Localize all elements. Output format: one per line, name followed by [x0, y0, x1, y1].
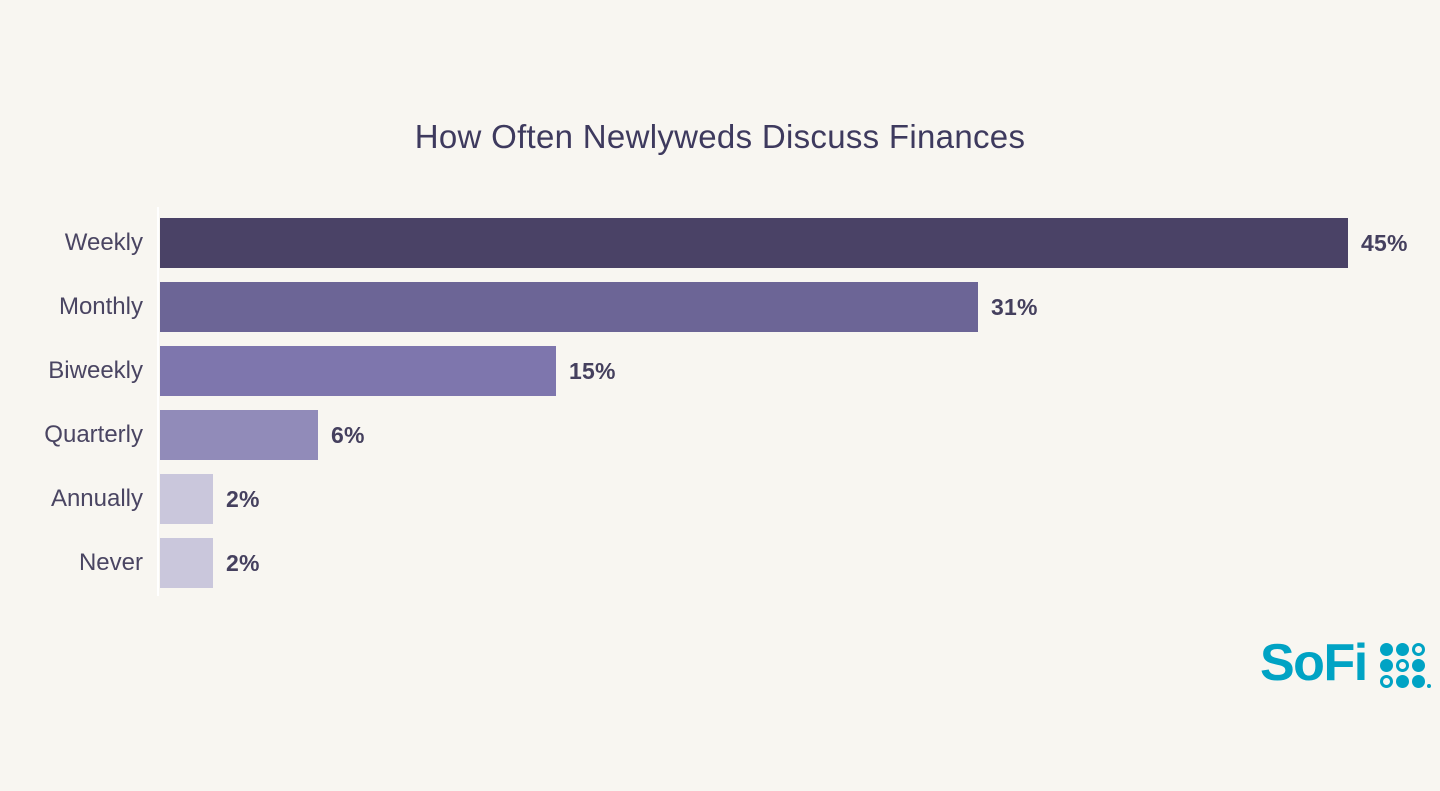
value-label-quarterly: 6%	[331, 421, 365, 448]
bar-row: Quarterly 6%	[0, 410, 1408, 460]
bar-quarterly	[160, 410, 318, 460]
bar-row: Biweekly 15%	[0, 346, 1408, 396]
sofi-logo: SoFi	[1260, 634, 1431, 692]
value-label-never: 2%	[226, 549, 260, 576]
bar-row: Weekly 45%	[0, 218, 1408, 268]
category-label-never: Never	[78, 549, 143, 576]
sofi-dot-filled	[1411, 674, 1425, 688]
sofi-dot-filled	[1395, 674, 1409, 688]
bar-row: Monthly 31%	[0, 282, 1408, 332]
sofi-dot-outlined	[1379, 674, 1393, 688]
category-label-monthly: Monthly	[58, 293, 143, 320]
category-label-annually: Annually	[50, 485, 143, 512]
category-label-quarterly: Quarterly	[44, 421, 143, 448]
value-label-annually: 2%	[226, 485, 260, 512]
bar-row: Never 2%	[0, 538, 1408, 588]
bar-chart: Weekly 45% Monthly 31% Biweekly 15% Quarterly 6…	[0, 218, 1408, 602]
bar-biweekly	[160, 346, 556, 396]
bar-annually	[160, 474, 213, 524]
sofi-dot-filled	[1379, 658, 1393, 672]
bar-weekly	[160, 218, 1348, 268]
sofi-dot-outlined	[1395, 658, 1409, 672]
value-label-weekly: 45%	[1361, 229, 1408, 256]
value-label-biweekly: 15%	[569, 357, 616, 384]
category-label-weekly: Weekly	[64, 229, 143, 256]
chart-title: How Often Newlyweds Discuss Finances	[414, 118, 1026, 155]
sofi-grid-icon	[1379, 642, 1431, 688]
y-axis-line	[157, 207, 159, 596]
category-label-biweekly: Biweekly	[48, 357, 143, 384]
sofi-dot-outlined	[1411, 642, 1425, 656]
bar-never	[160, 538, 213, 588]
bar-row: Annually 2%	[0, 474, 1408, 524]
sofi-wordmark: SoFi	[1260, 634, 1368, 692]
sofi-dot-filled	[1411, 658, 1425, 672]
value-label-monthly: 31%	[991, 293, 1038, 320]
sofi-dot-filled	[1379, 642, 1393, 656]
sofi-dot-filled	[1395, 642, 1409, 656]
bar-monthly	[160, 282, 978, 332]
registered-mark-dot	[1426, 683, 1431, 688]
